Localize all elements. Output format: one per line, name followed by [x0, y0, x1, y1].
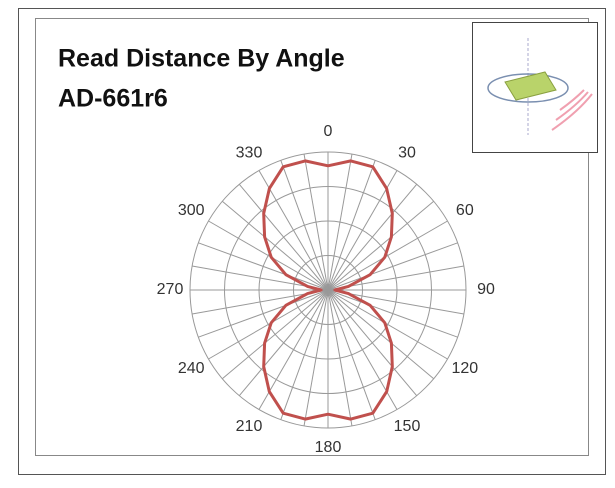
angle-label: 330	[236, 144, 263, 161]
page: {"chart_data": {"type": "radar", "title"…	[0, 0, 615, 483]
angle-label: 30	[398, 144, 416, 161]
angle-label: 90	[477, 281, 495, 298]
angle-label: 270	[157, 281, 184, 298]
chart-subtitle: AD-661r6	[58, 85, 168, 113]
angle-label: 150	[394, 418, 421, 435]
angle-label: 120	[451, 360, 478, 377]
angle-label: 240	[178, 360, 205, 377]
angle-label: 300	[178, 202, 205, 219]
angle-label: 60	[456, 202, 474, 219]
angle-label: 180	[315, 439, 342, 456]
angle-label: 210	[236, 418, 263, 435]
angle-label: 0	[324, 123, 333, 140]
chart-title: Read Distance By Angle	[58, 45, 345, 73]
inset-icon	[473, 23, 598, 153]
chart: Read Distance By Angle AD-661r6 0 30 60 90 1…	[0, 0, 615, 483]
